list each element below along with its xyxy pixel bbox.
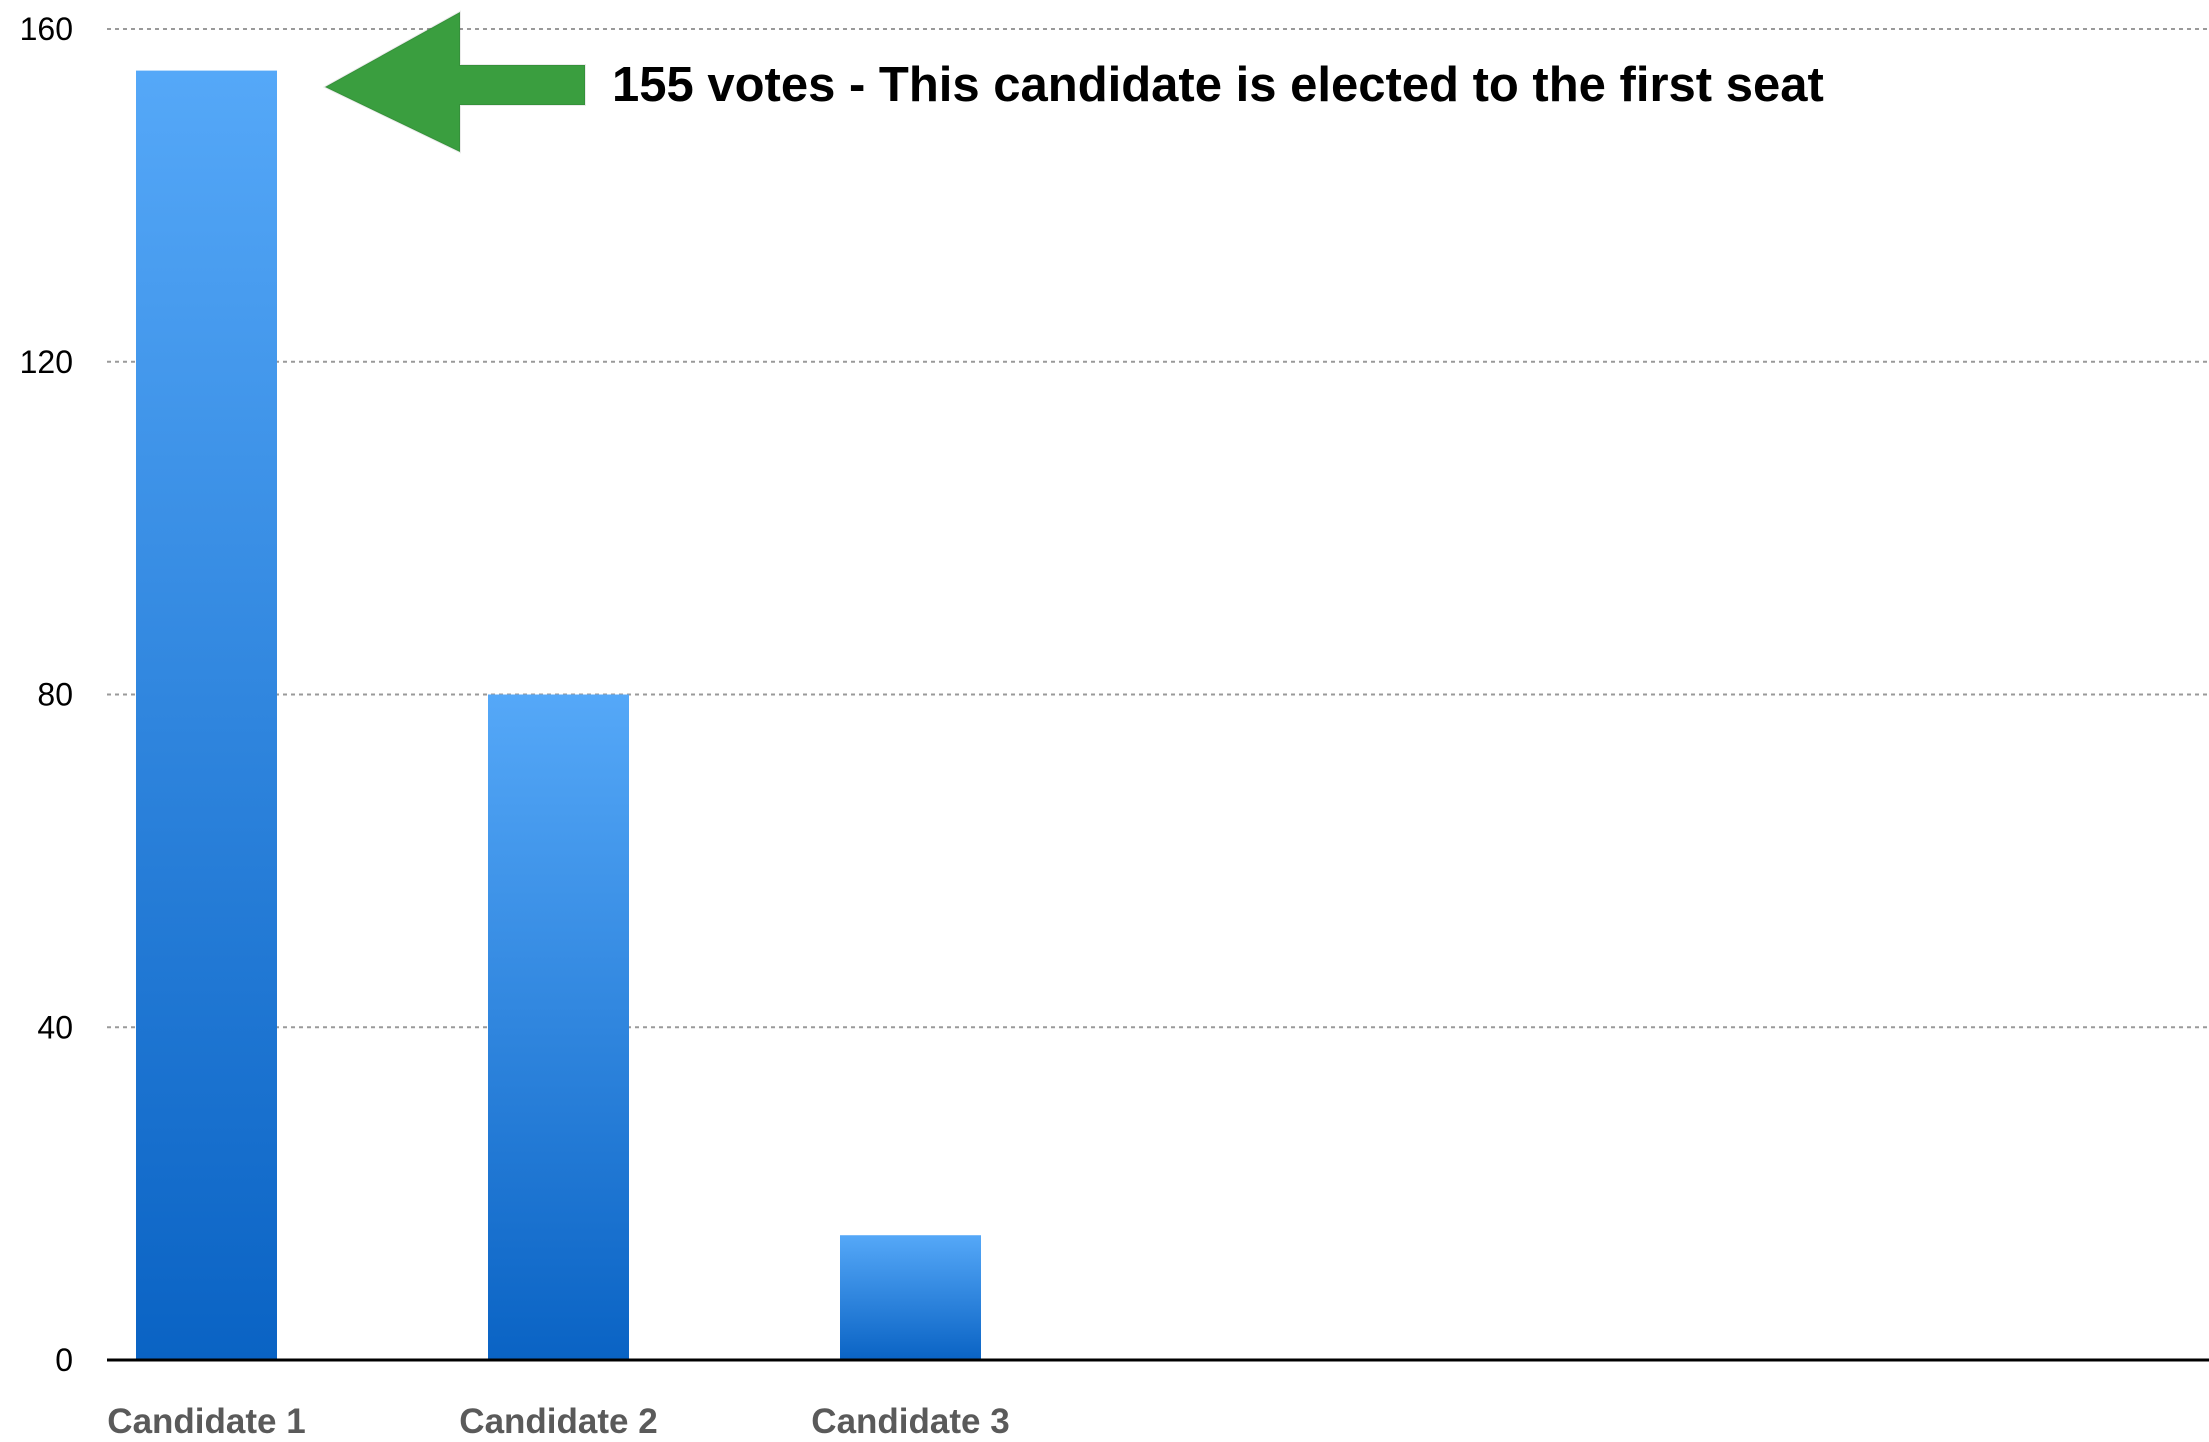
annotation-text: 155 votes - This candidate is elected to…: [612, 58, 1824, 112]
y-tick-label: 0: [55, 1342, 73, 1378]
x-category-label: Candidate 3: [811, 1402, 1009, 1437]
y-tick-label: 80: [37, 677, 73, 713]
bars: [136, 70, 981, 1360]
y-tick-label: 120: [20, 344, 73, 380]
x-category-label: Candidate 2: [459, 1402, 657, 1437]
x-category-label: Candidate 1: [107, 1402, 305, 1437]
y-tick-label: 40: [37, 1009, 73, 1045]
arrow-left-icon: [322, 10, 586, 154]
y-axis-ticks: 0 40 80 120 160: [20, 11, 73, 1378]
y-tick-label: 160: [20, 11, 73, 47]
gridlines: [107, 28, 2209, 1029]
x-axis-labels: Candidate 1 Candidate 2 Candidate 3: [107, 1402, 1009, 1441]
annotation: 155 votes - This candidate is elected to…: [322, 10, 1824, 154]
bar-candidate-1: [136, 70, 277, 1360]
bar-candidate-2: [488, 694, 629, 1360]
bar-candidate-3: [840, 1235, 981, 1360]
